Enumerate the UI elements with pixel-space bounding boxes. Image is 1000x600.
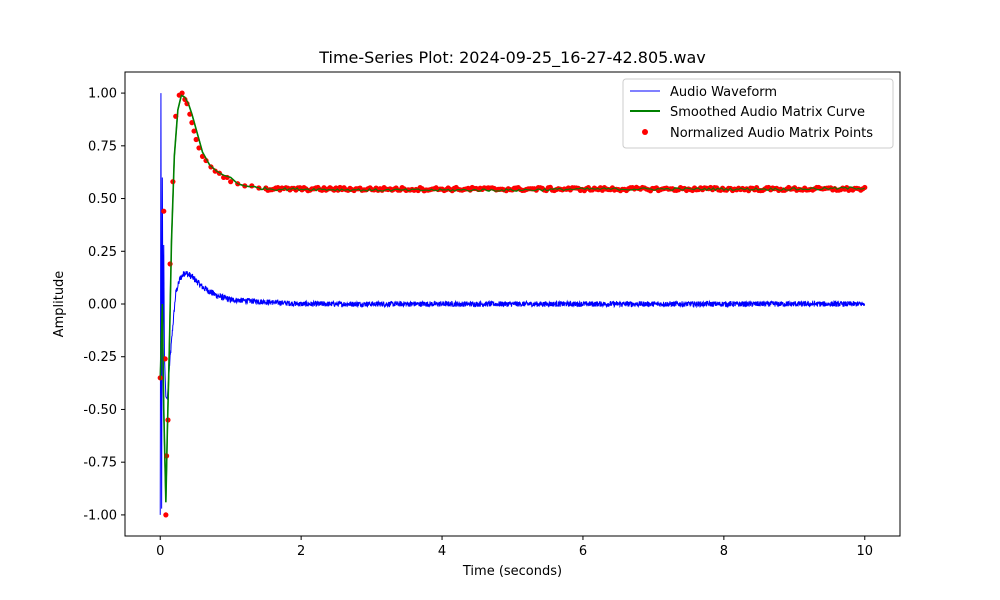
legend-entry-points: Normalized Audio Matrix Points [670,126,873,141]
y-axis-label: Amplitude [52,271,67,338]
scatter-point [163,512,169,518]
series-layer [157,90,868,518]
scatter-point [191,128,197,134]
y-tick-label: 0.50 [88,192,117,207]
y-tick-label: -0.50 [83,403,117,418]
series-smoothed-curve-overlay [159,94,866,503]
scatter-point [189,120,195,126]
series-audio-waveform [159,93,866,515]
legend-swatch-points [642,129,648,135]
y-tick-label: 0.00 [88,298,117,313]
legend-entry-waveform: Audio Waveform [670,85,777,100]
x-tick-label: 8 [720,544,728,559]
x-tick-label: 2 [297,544,305,559]
y-tick-label: 0.75 [88,139,117,154]
y-axis: -1.00 -0.75 -0.50 -0.25 0.00 0.25 0.50 0.75 1.00 [83,87,125,523]
y-tick-label: 0.25 [88,245,117,260]
y-tick-label: -0.25 [83,350,117,365]
scatter-point [196,145,202,151]
x-tick-label: 6 [579,544,587,559]
x-tick-label: 4 [438,544,446,559]
x-axis-label: Time (seconds) [462,564,562,579]
chart-title: Time-Series Plot: 2024-09-25_16-27-42.80… [318,48,706,68]
scatter-point [162,356,168,362]
scatter-point [179,90,185,96]
legend-entry-smoothed: Smoothed Audio Matrix Curve [670,105,865,120]
y-tick-label: -0.75 [83,456,117,471]
x-tick-label: 10 [856,544,873,559]
y-tick-label: 1.00 [88,87,117,102]
legend: Audio Waveform Smoothed Audio Matrix Cur… [622,78,894,149]
x-axis: 0 2 4 6 8 10 [156,536,873,559]
scatter-point [161,208,167,214]
scatter-point [212,168,218,174]
x-tick-label: 0 [156,544,164,559]
scatter-point [167,261,173,267]
legend-box [622,78,894,149]
scatter-point [193,136,199,143]
scatter-point [228,179,234,185]
y-tick-label: -1.00 [83,508,117,523]
